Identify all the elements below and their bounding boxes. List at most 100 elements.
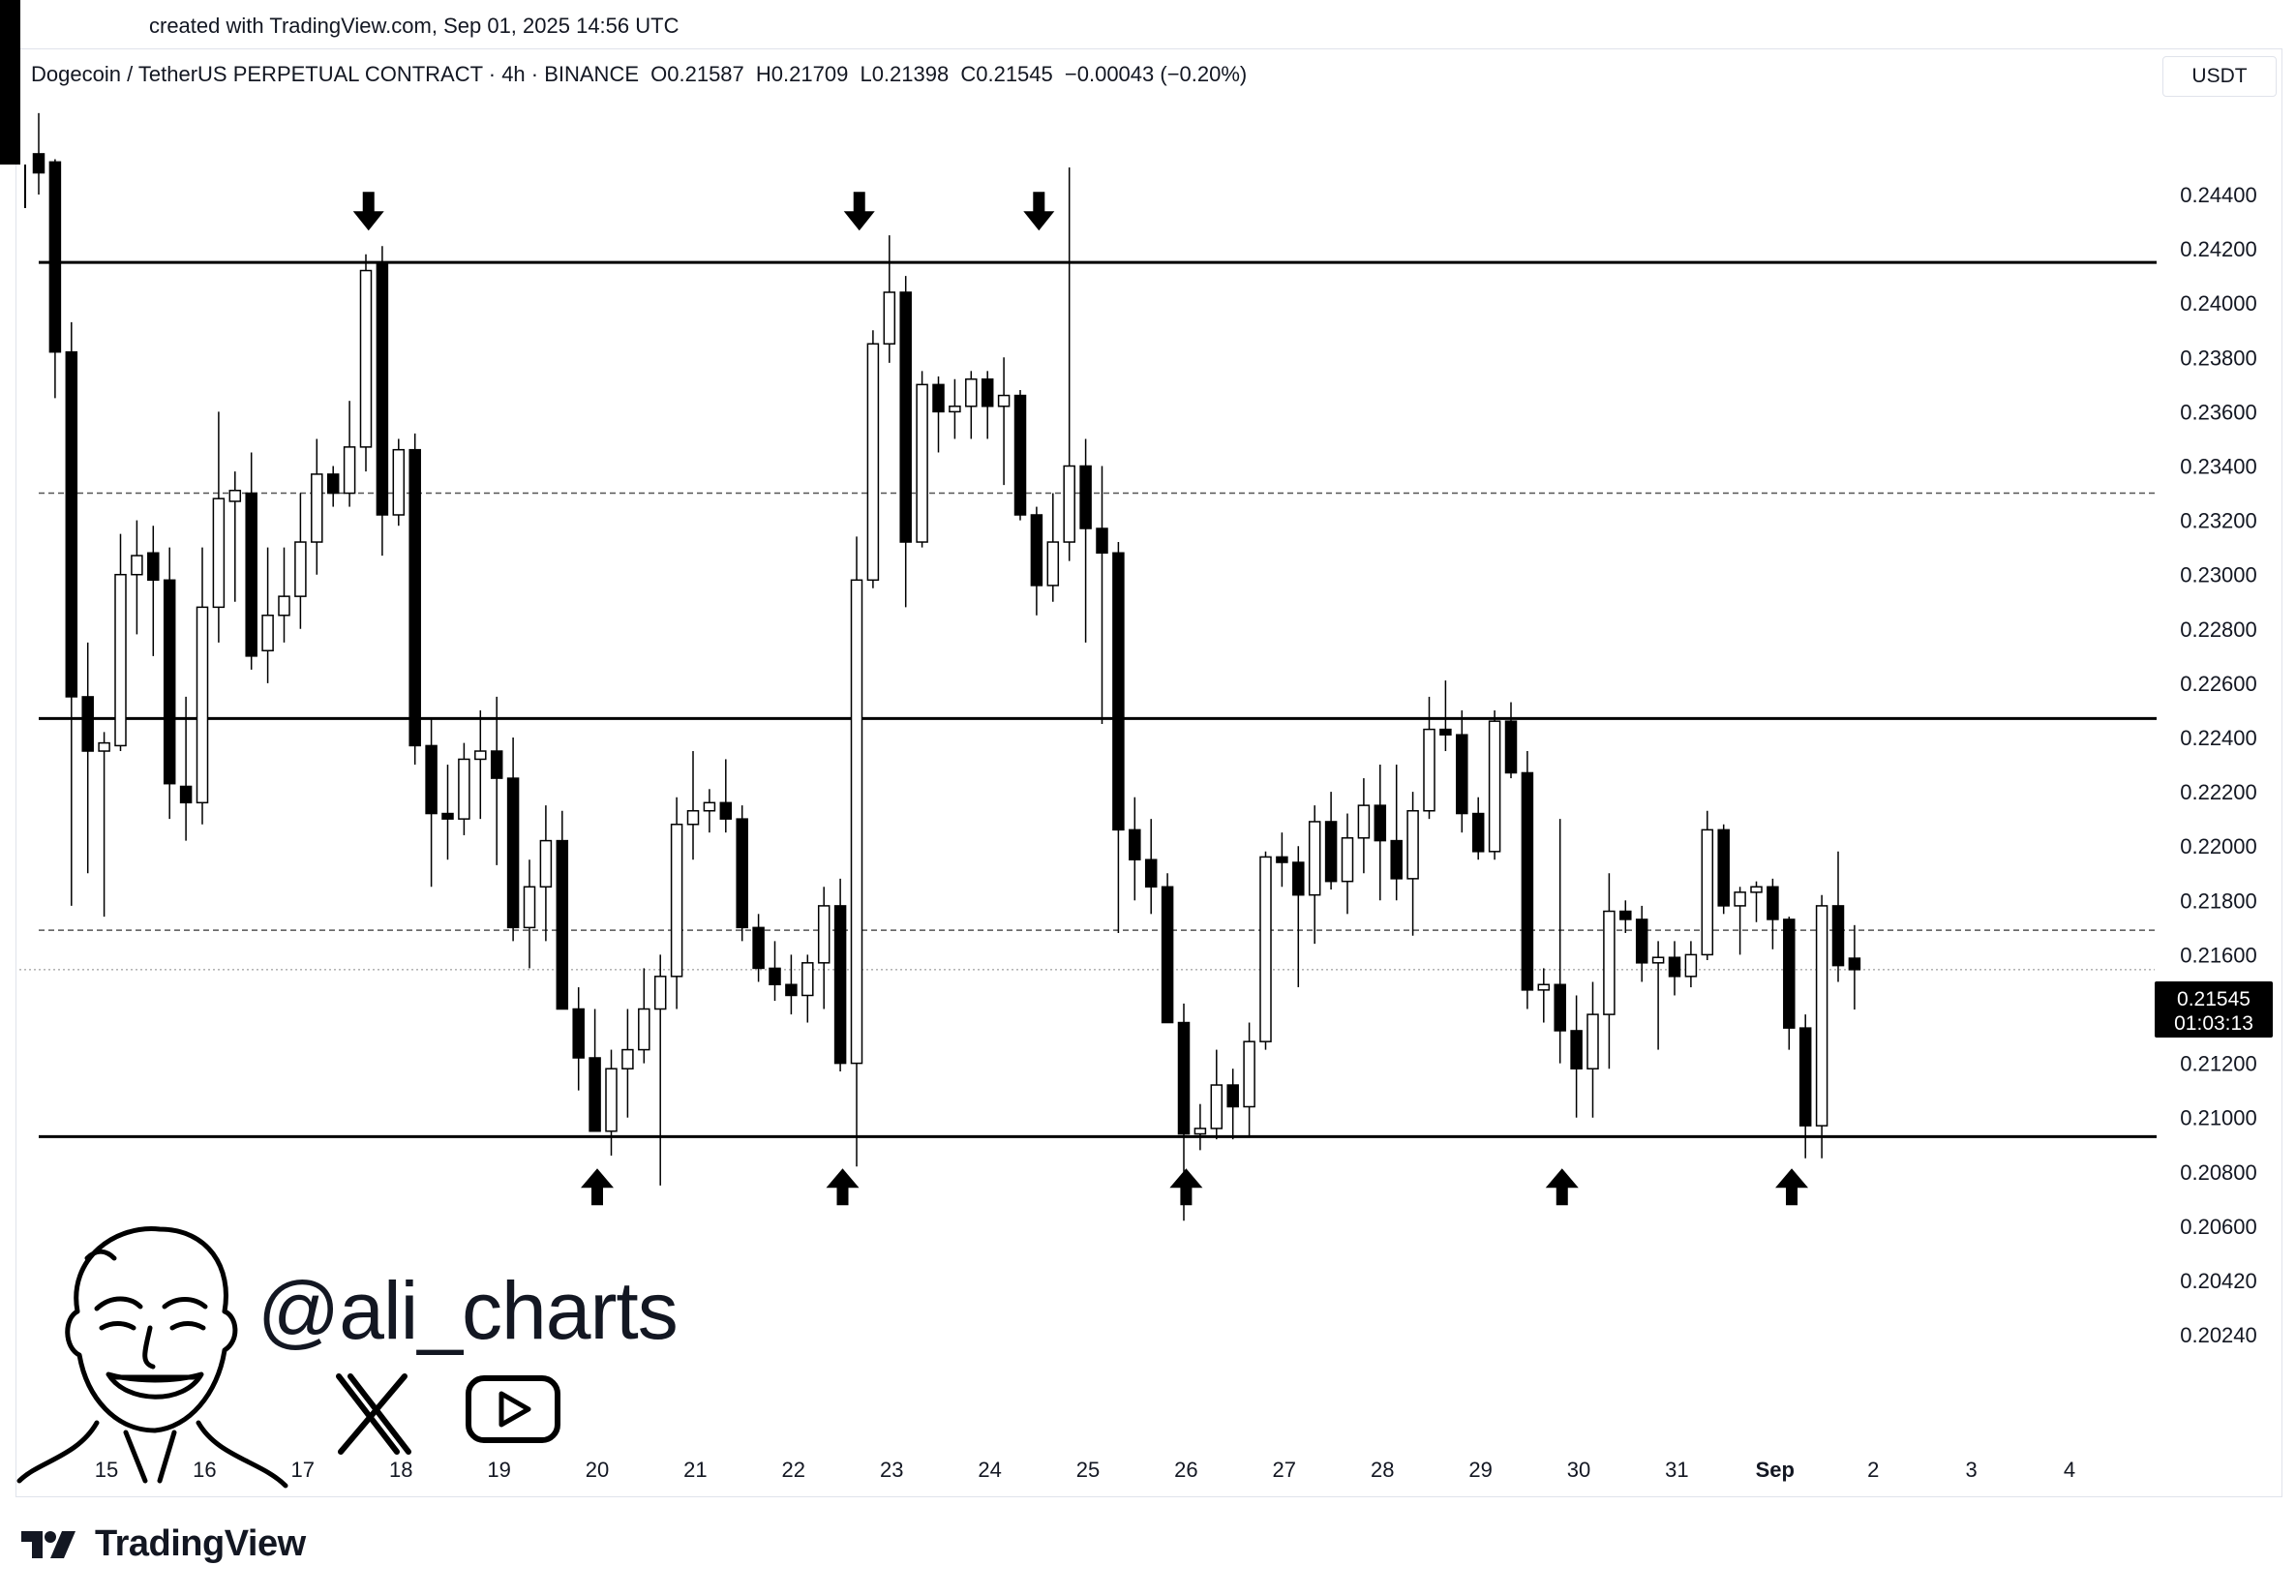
time-axis[interactable]: 15 16 17 18 19 20 21 22 23 24 25 26 27 28 29 30 31 Sep 2 3 4 bbox=[95, 1458, 2075, 1482]
candle bbox=[441, 765, 454, 860]
candle-body-bear bbox=[490, 750, 503, 779]
candle bbox=[866, 330, 880, 588]
horizontal-levels bbox=[19, 260, 2157, 1138]
candle bbox=[1701, 810, 1714, 961]
candle-body-bull bbox=[1701, 828, 1714, 956]
x-tick-label: 28 bbox=[1371, 1458, 1394, 1482]
y-tick-label: 0.22600 bbox=[2180, 672, 2257, 696]
candle-body-bull bbox=[1651, 956, 1665, 964]
candle-body-bear bbox=[719, 801, 733, 820]
x-tick-label: 24 bbox=[978, 1458, 1001, 1482]
candle-body-bear bbox=[785, 983, 798, 997]
y-tick-label: 0.22200 bbox=[2180, 780, 2257, 804]
candle-body-bull bbox=[997, 394, 1011, 407]
candle bbox=[311, 438, 323, 575]
candle-body-bull bbox=[278, 595, 290, 617]
y-tick-label: 0.24400 bbox=[2180, 183, 2257, 207]
candle bbox=[212, 411, 226, 643]
up-arrow-icon bbox=[1775, 1168, 1809, 1206]
candle-body-bear bbox=[1324, 821, 1338, 883]
candle-body-bull bbox=[196, 606, 209, 804]
y-tick-label: 0.22000 bbox=[2180, 834, 2257, 858]
candle-body-bear bbox=[179, 785, 193, 804]
candle-body-bear bbox=[1439, 728, 1452, 736]
down-arrow-icon bbox=[1023, 192, 1055, 231]
brand-name: TradingView bbox=[95, 1523, 306, 1564]
candle-body-bear bbox=[1096, 527, 1108, 555]
candle bbox=[801, 954, 814, 1023]
candle bbox=[932, 376, 945, 453]
candle-body-bull bbox=[228, 489, 242, 502]
y-tick-label: 0.20420 bbox=[2180, 1269, 2257, 1293]
candle bbox=[1750, 881, 1763, 922]
avatar-caricature-icon bbox=[16, 1226, 288, 1489]
x-tick-label: Sep bbox=[1756, 1458, 1795, 1482]
candle-body-bull bbox=[670, 824, 683, 978]
candle bbox=[1635, 905, 1648, 982]
price-tag-countdown: 01:03:13 bbox=[2174, 1012, 2253, 1035]
legend-change: −0.00043 (−0.20%) bbox=[1064, 62, 1248, 86]
y-tick-label: 0.23800 bbox=[2180, 346, 2257, 370]
candle bbox=[1324, 792, 1338, 890]
candle bbox=[1374, 765, 1387, 901]
candle-body-bull bbox=[212, 497, 226, 609]
candle bbox=[1243, 1022, 1255, 1137]
x-tick-label: 4 bbox=[2064, 1458, 2075, 1482]
clipped-candle-left bbox=[0, 0, 20, 165]
candle bbox=[506, 738, 520, 942]
x-logo-icon[interactable] bbox=[336, 1373, 411, 1455]
youtube-play-icon[interactable] bbox=[466, 1375, 560, 1443]
up-arrow-icon bbox=[1169, 1168, 1203, 1206]
price-tag-value: 0.21545 bbox=[2177, 988, 2251, 1010]
y-tick-label: 0.22800 bbox=[2180, 617, 2257, 642]
candle bbox=[1406, 792, 1419, 936]
legend-high: H0.21709 bbox=[755, 62, 849, 86]
currency-button[interactable]: USDT bbox=[2162, 56, 2277, 97]
candle-body-bull bbox=[1046, 541, 1060, 587]
candle-body-bear bbox=[1471, 812, 1485, 853]
candle-body-bear bbox=[1144, 858, 1158, 888]
candle-body-bear bbox=[899, 291, 912, 543]
candle-body-bear bbox=[1129, 828, 1141, 860]
candle bbox=[278, 547, 290, 643]
candle bbox=[539, 805, 553, 942]
candle bbox=[81, 642, 94, 874]
candle bbox=[850, 536, 863, 1167]
x-tick-label: 23 bbox=[880, 1458, 903, 1482]
x-tick-label: 20 bbox=[586, 1458, 609, 1482]
candle-body-bear bbox=[1554, 983, 1566, 1032]
candle bbox=[425, 718, 438, 888]
candle-body-bear bbox=[81, 696, 94, 752]
candle bbox=[965, 371, 978, 439]
candle-body-bull bbox=[1406, 809, 1419, 880]
candle-body-bear bbox=[1504, 720, 1518, 774]
candle bbox=[114, 533, 127, 752]
y-tick-label: 0.20600 bbox=[2180, 1215, 2257, 1239]
candle bbox=[653, 954, 667, 1186]
candle bbox=[131, 520, 143, 635]
candle-body-bear bbox=[425, 744, 438, 815]
x-tick-label: 2 bbox=[1867, 1458, 1879, 1482]
candle-body-bear bbox=[1292, 861, 1305, 896]
candle bbox=[1292, 846, 1305, 988]
candle-body-bull bbox=[621, 1048, 634, 1069]
candle-body-bear bbox=[981, 377, 994, 407]
candle-body-bull bbox=[294, 541, 307, 597]
candle bbox=[1570, 995, 1583, 1118]
candle-body-bear bbox=[833, 905, 847, 1065]
candle bbox=[1063, 166, 1075, 561]
candle-body-bear bbox=[65, 350, 78, 698]
candle-body-bear bbox=[752, 926, 765, 970]
candle bbox=[261, 547, 274, 683]
candle-body-bear bbox=[1717, 828, 1730, 907]
y-tick-label: 0.21600 bbox=[2180, 943, 2257, 967]
candle bbox=[1668, 941, 1681, 996]
candle bbox=[1079, 438, 1092, 643]
tradingview-brand[interactable]: TradingView bbox=[21, 1523, 306, 1565]
candle-body-bull bbox=[1537, 983, 1551, 991]
candle bbox=[833, 878, 847, 1072]
candle bbox=[1144, 819, 1158, 915]
candle bbox=[1471, 797, 1485, 860]
price-axis[interactable]: 0.24400 0.24200 0.24000 0.23800 0.23600 0.234… bbox=[2180, 183, 2257, 1347]
